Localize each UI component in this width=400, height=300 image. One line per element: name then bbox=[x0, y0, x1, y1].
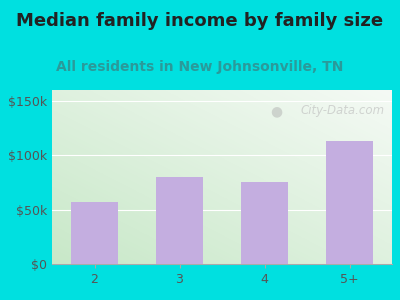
Bar bbox=[156, 177, 203, 264]
Bar bbox=[71, 202, 118, 264]
Text: ●: ● bbox=[270, 104, 282, 118]
Bar bbox=[241, 182, 288, 264]
Text: Median family income by family size: Median family income by family size bbox=[16, 12, 384, 30]
Bar bbox=[326, 141, 373, 264]
Text: All residents in New Johnsonville, TN: All residents in New Johnsonville, TN bbox=[56, 60, 344, 74]
Text: City-Data.com: City-Data.com bbox=[300, 104, 384, 117]
